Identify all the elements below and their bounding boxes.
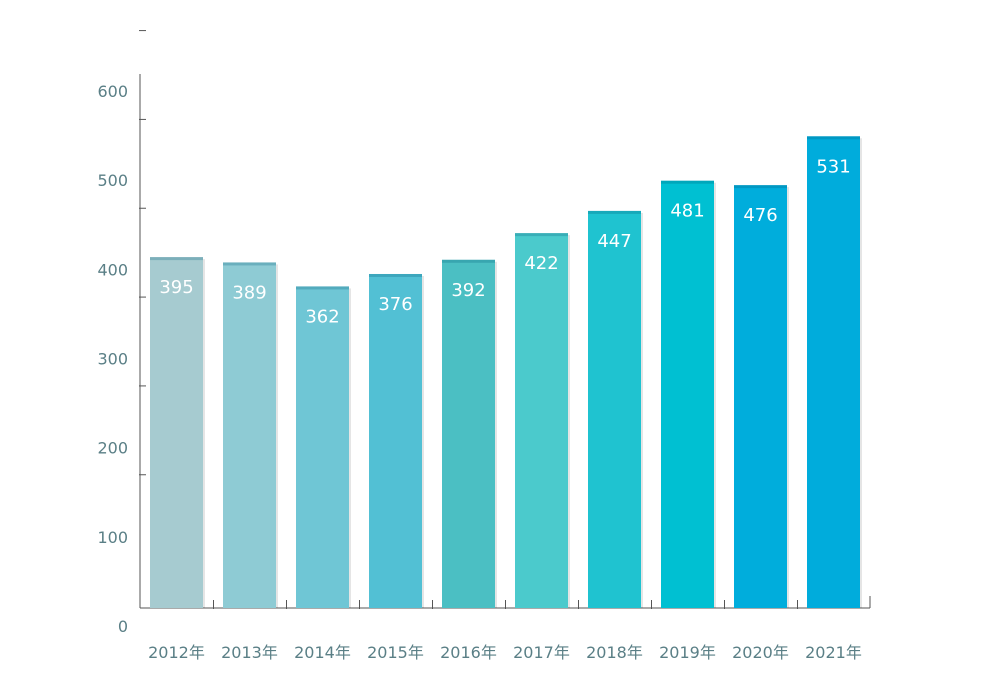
bar-top-edge <box>515 233 568 237</box>
bar-top-edge <box>296 286 349 290</box>
y-tick-label: 100 <box>97 528 128 547</box>
category-label: 2019年 <box>659 643 716 662</box>
data-label: 376 <box>378 294 412 315</box>
data-label: 447 <box>597 231 631 252</box>
y-tick-label: 200 <box>97 439 128 458</box>
bar-top-edge <box>807 136 860 140</box>
data-label: 422 <box>524 253 558 274</box>
bar-top-edge <box>442 259 495 263</box>
category-label: 2014年 <box>294 643 351 662</box>
bar-top-edge <box>588 210 641 214</box>
bar <box>296 286 349 608</box>
category-label: 2021年 <box>805 643 862 662</box>
bar <box>515 233 568 608</box>
y-tick-label: 600 <box>97 82 128 101</box>
data-label: 531 <box>816 156 850 177</box>
category-label: 2020年 <box>732 643 789 662</box>
bar-top-edge <box>369 273 422 277</box>
bar-top-edge <box>661 180 714 184</box>
category-label: 2012年 <box>148 643 205 662</box>
data-label: 481 <box>670 201 704 222</box>
data-label: 362 <box>305 306 339 327</box>
y-tick-label: 500 <box>97 171 128 190</box>
bar-top-edge <box>223 262 276 266</box>
bar <box>369 273 422 608</box>
category-label: 2013年 <box>221 643 278 662</box>
y-tick-label: 300 <box>97 349 128 368</box>
data-label: 395 <box>159 277 193 298</box>
data-label: 476 <box>743 205 777 226</box>
bar-top-edge <box>150 257 203 261</box>
category-label: 2018年 <box>586 643 643 662</box>
data-label: 392 <box>451 280 485 301</box>
y-tick-label: 400 <box>97 260 128 279</box>
category-label: 2017年 <box>513 643 570 662</box>
bar <box>588 210 641 609</box>
bar-top-edge <box>734 185 787 189</box>
bar <box>734 185 787 609</box>
bar <box>442 259 495 608</box>
bar <box>150 257 203 608</box>
y-tick-label: 0 <box>118 617 128 636</box>
bar <box>807 136 860 609</box>
category-label: 2016年 <box>440 643 497 662</box>
data-label: 389 <box>232 282 266 303</box>
labels: 395 2012年 389 2013年 362 2014年 376 2015年 392 2016年… <box>148 156 862 662</box>
bar <box>661 180 714 608</box>
bar <box>223 262 276 608</box>
category-label: 2015年 <box>367 643 424 662</box>
bars <box>150 136 862 609</box>
